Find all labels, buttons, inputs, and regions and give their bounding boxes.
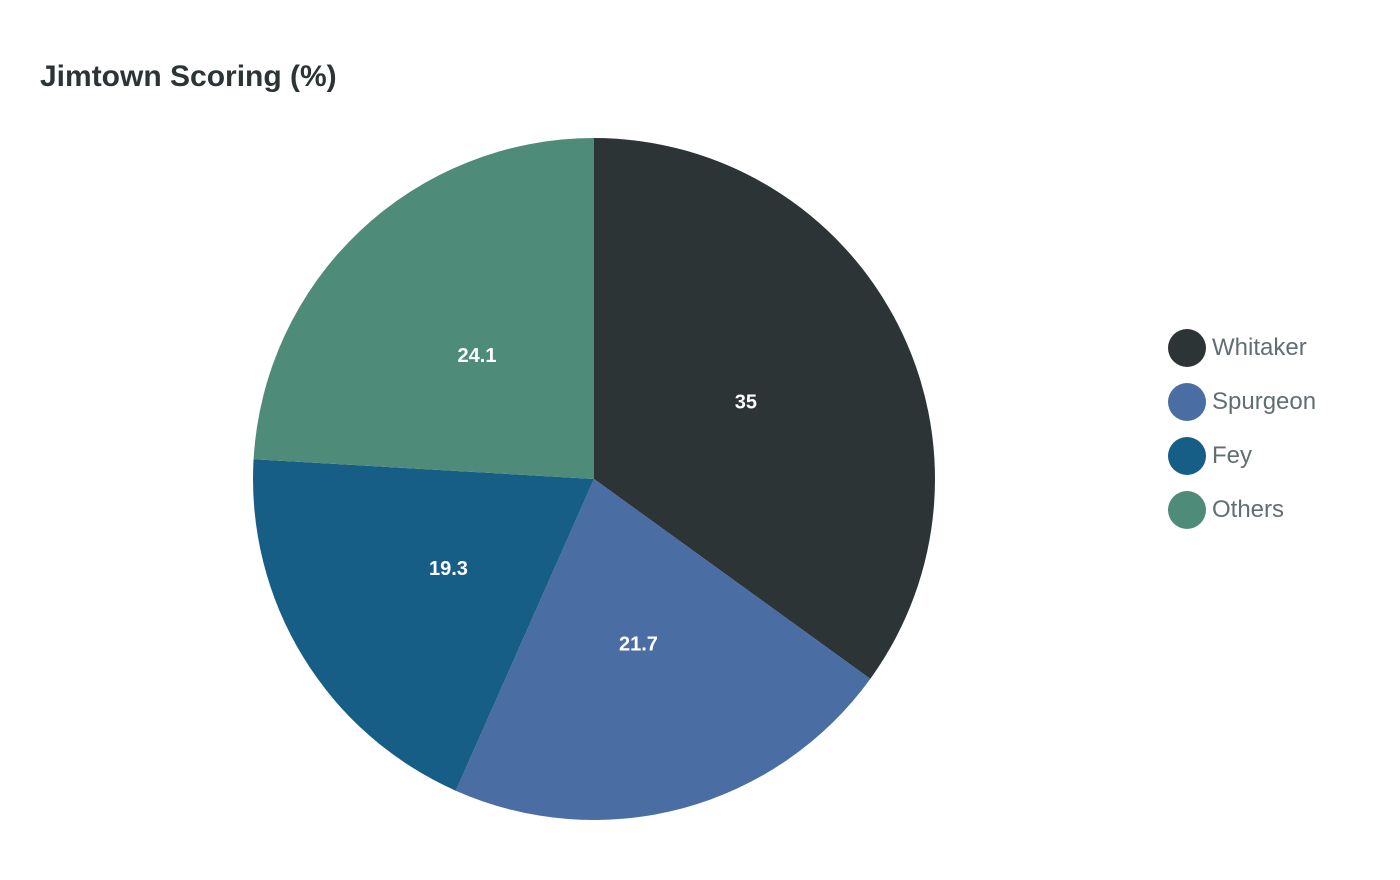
slice-value-label: 19.3 bbox=[429, 558, 468, 580]
legend-item-spurgeon[interactable]: Spurgeon bbox=[1168, 383, 1316, 421]
pie-slice-others[interactable] bbox=[253, 138, 594, 479]
legend-label: Whitaker bbox=[1212, 334, 1307, 361]
legend: Whitaker Spurgeon Fey Others bbox=[1168, 329, 1316, 545]
legend-swatch-icon bbox=[1168, 437, 1206, 475]
pie-slice-whitaker[interactable] bbox=[594, 138, 935, 679]
slice-value-label: 21.7 bbox=[619, 634, 658, 656]
legend-item-whitaker[interactable]: Whitaker bbox=[1168, 329, 1316, 367]
chart-title: Jimtown Scoring (%) bbox=[40, 60, 337, 93]
legend-swatch-icon bbox=[1168, 383, 1206, 421]
legend-label: Others bbox=[1212, 496, 1285, 523]
slice-value-label: 35 bbox=[735, 391, 757, 413]
legend-label: Fey bbox=[1212, 442, 1253, 469]
pie-slice-fey[interactable] bbox=[252, 459, 594, 791]
legend-swatch-icon bbox=[1168, 329, 1206, 367]
legend-item-others[interactable]: Others bbox=[1168, 491, 1316, 529]
legend-label: Spurgeon bbox=[1212, 388, 1317, 415]
slice-value-label: 24.1 bbox=[458, 345, 497, 367]
legend-swatch-icon bbox=[1168, 491, 1206, 529]
legend-item-fey[interactable]: Fey bbox=[1168, 437, 1316, 475]
pie-slice-spurgeon[interactable] bbox=[455, 479, 871, 820]
